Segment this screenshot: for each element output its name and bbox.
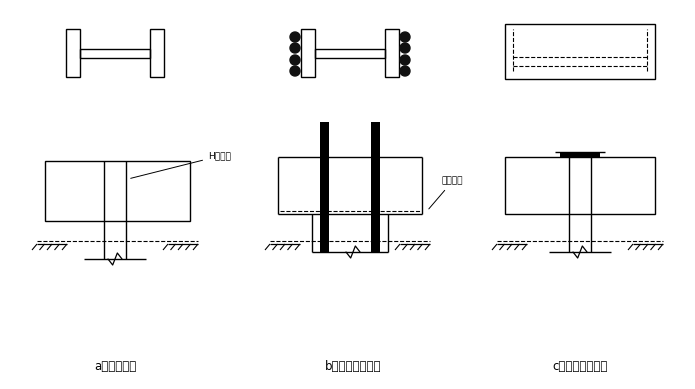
Bar [150, 29, 164, 77]
Circle shape [290, 43, 300, 53]
Circle shape [290, 32, 300, 42]
Text: b）加焊锚固钢筋: b）加焊锚固钢筋 [325, 361, 382, 373]
Text: H型钢桩: H型钢桩 [131, 151, 231, 178]
Bar [301, 29, 315, 77]
Circle shape [290, 66, 300, 76]
Text: 承台底面: 承台底面 [429, 177, 464, 209]
Bar [385, 29, 399, 77]
Bar [45, 161, 190, 221]
Bar [371, 122, 380, 252]
Bar [560, 152, 600, 157]
Circle shape [400, 43, 410, 53]
Text: a）直接伸入: a）直接伸入 [94, 361, 136, 373]
Circle shape [400, 66, 410, 76]
Circle shape [290, 55, 300, 65]
Bar [505, 157, 655, 214]
Bar [315, 49, 385, 58]
Bar [80, 49, 150, 58]
Bar [320, 122, 329, 252]
Text: c）桩顶平板加强: c）桩顶平板加强 [553, 361, 607, 373]
Bar [66, 29, 80, 77]
Bar [505, 24, 655, 79]
Circle shape [400, 32, 410, 42]
Circle shape [400, 55, 410, 65]
